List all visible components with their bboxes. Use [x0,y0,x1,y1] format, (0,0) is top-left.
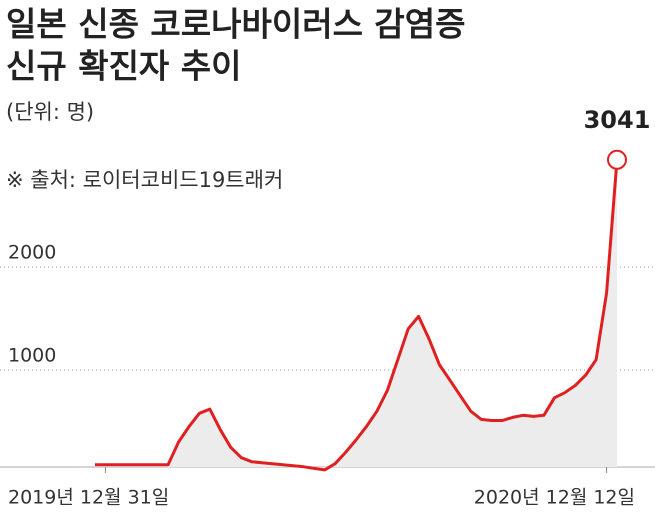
end-marker [607,149,627,170]
x-tick-label: 2020년 12월 12일 [474,487,635,509]
chart-title: 신규 확진자 추이 [6,47,242,86]
source: ※ 출처: 로이터코비드19트래커 [6,168,283,192]
y-tick-label: 2000 [8,242,56,264]
chart-title: 일본 신종 코로나바이러스 감염증 [6,5,466,44]
area [95,159,617,470]
subtitle: (단위: 명) [6,100,94,124]
line [95,159,619,472]
x-tick-label: 2019년 12월 31일 [8,487,169,509]
y-tick-label: 1000 [8,345,56,367]
value-label: 3041 [584,106,651,134]
